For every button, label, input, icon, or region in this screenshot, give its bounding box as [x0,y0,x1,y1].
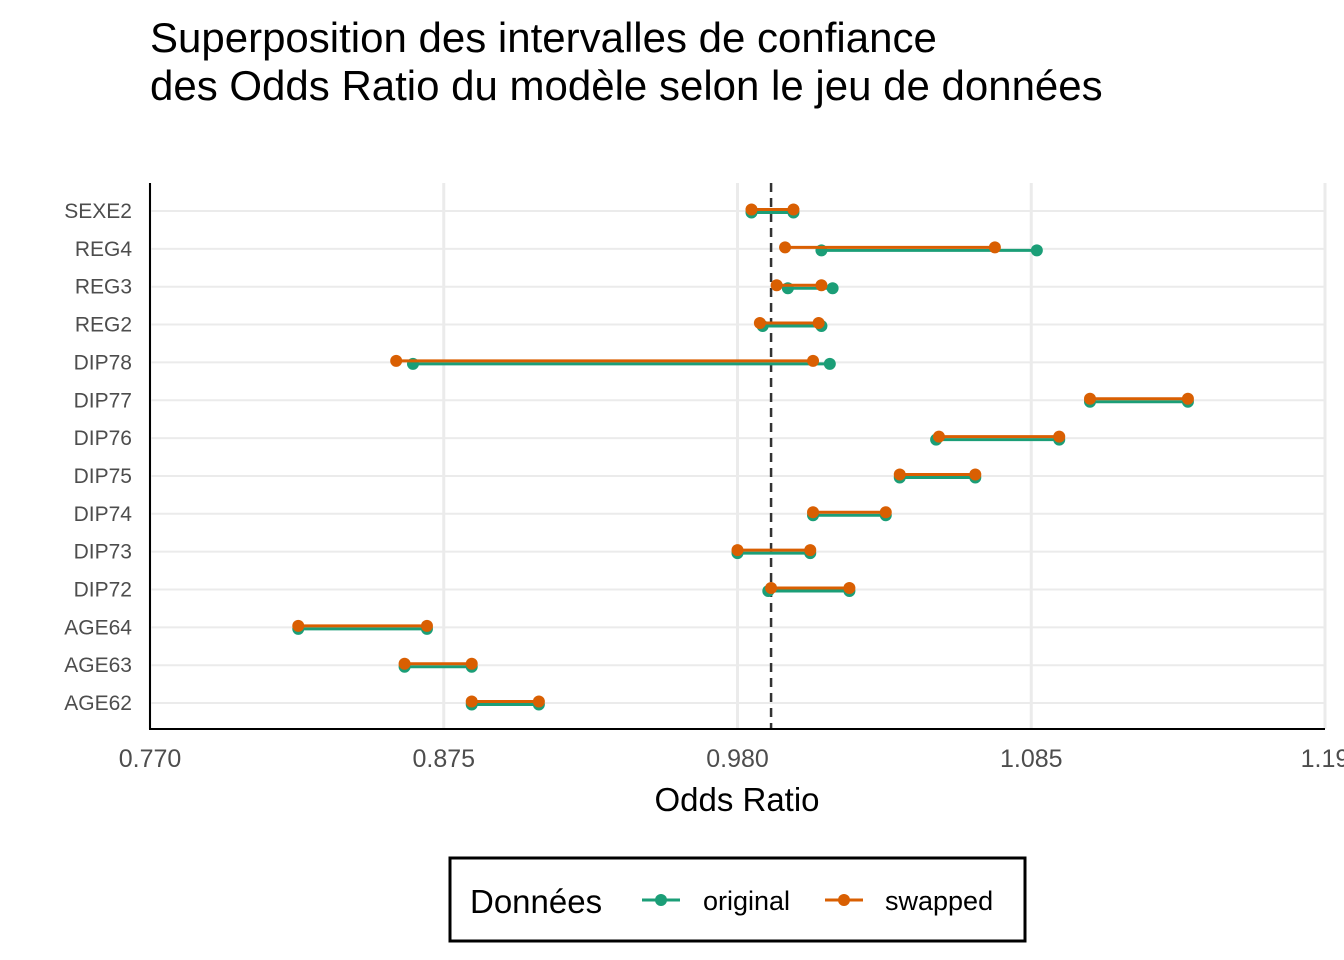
point-upper-swapped-AGE63 [465,657,478,670]
point-upper-swapped-SEXE2 [787,203,800,216]
point-lower-swapped-REG3 [770,279,783,292]
x-tick-label: 0.980 [706,745,769,773]
point-lower-swapped-AGE64 [292,619,305,632]
point-upper-swapped-DIP76 [1053,430,1066,443]
point-upper-swapped-DIP74 [879,506,892,519]
y-tick-label-AGE62: AGE62 [64,692,132,715]
point-lower-swapped-DIP75 [893,468,906,481]
y-tick-label-DIP78: DIP78 [74,351,132,374]
point-lower-swapped-REG4 [779,241,792,254]
point-upper-swapped-AGE64 [420,619,433,632]
y-tick-label-DIP73: DIP73 [74,541,132,564]
point-lower-swapped-AGE63 [398,657,411,670]
plot-gridlines [148,183,1327,729]
y-tick-label-DIP74: DIP74 [74,503,133,526]
y-tick-label-DIP77: DIP77 [74,389,132,412]
x-tick-label: 0.875 [412,745,475,773]
legend-title: Données [470,883,602,920]
y-tick-label-AGE64: AGE64 [64,616,132,639]
series-swapped [292,203,1194,708]
point-upper-swapped-DIP77 [1181,392,1194,405]
point-upper-swapped-DIP72 [843,582,856,594]
point-lower-swapped-DIP73 [731,544,744,557]
legend-label-original: original [703,886,790,916]
point-upper-swapped-AGE62 [532,695,545,708]
point-lower-swapped-AGE62 [465,695,478,708]
point-lower-swapped-DIP74 [807,506,820,519]
legend-box [448,856,1027,943]
point-lower-swapped-DIP76 [932,430,945,443]
point-lower-swapped-REG2 [753,317,766,330]
x-axis-title: Odds Ratio [654,781,819,818]
x-tick-labels: 0.770 0.875 0.980 1.085 1.19 [119,745,1344,773]
point-upper-swapped-DIP73 [804,544,817,557]
point-upper-swapped-REG3 [815,279,828,292]
y-tick-label-REG4: REG4 [75,238,133,261]
chart-title-line-2: des Odds Ratio du modèle selon le jeu de… [150,62,1103,109]
legend: Données original swapped [448,856,1027,943]
y-tick-labels: SEXE2 REG4 REG3 REG2 DIP78 DIP77 DIP76 DIP75 DIP… [64,200,132,715]
y-tick-label-REG2: REG2 [75,314,132,337]
legend-key-original-point [655,894,667,906]
y-tick-label-AGE63: AGE63 [64,654,132,677]
point-lower-swapped-DIP78 [390,354,403,367]
point-upper-swapped-DIP78 [807,354,820,367]
point-upper-swapped-REG2 [812,317,825,330]
legend-key-swapped-point [838,894,850,906]
point-lower-swapped-DIP77 [1084,392,1096,405]
point-upper-original-REG3 [826,282,839,295]
y-tick-label-DIP72: DIP72 [74,579,132,602]
point-upper-original-REG4 [1030,244,1043,257]
series-original [292,206,1194,711]
point-lower-swapped-SEXE2 [745,203,758,216]
x-tick-label: 0.770 [119,745,182,773]
legend-label-swapped: swapped [885,886,993,916]
y-tick-label-SEXE2: SEXE2 [64,200,132,223]
chart-title-line-1: Superposition des intervalles de confian… [150,14,937,61]
y-tick-label-REG3: REG3 [75,276,132,299]
point-lower-swapped-DIP72 [765,582,778,594]
point-upper-original-DIP78 [823,357,836,370]
interval-marks [292,203,1194,711]
point-upper-swapped-DIP75 [969,468,982,481]
x-tick-label: 1.085 [1000,745,1063,773]
x-tick-label: 1.19 [1301,745,1344,773]
y-tick-label-DIP76: DIP76 [74,427,132,450]
y-tick-label-DIP75: DIP75 [74,465,132,488]
point-upper-swapped-REG4 [988,241,1001,254]
